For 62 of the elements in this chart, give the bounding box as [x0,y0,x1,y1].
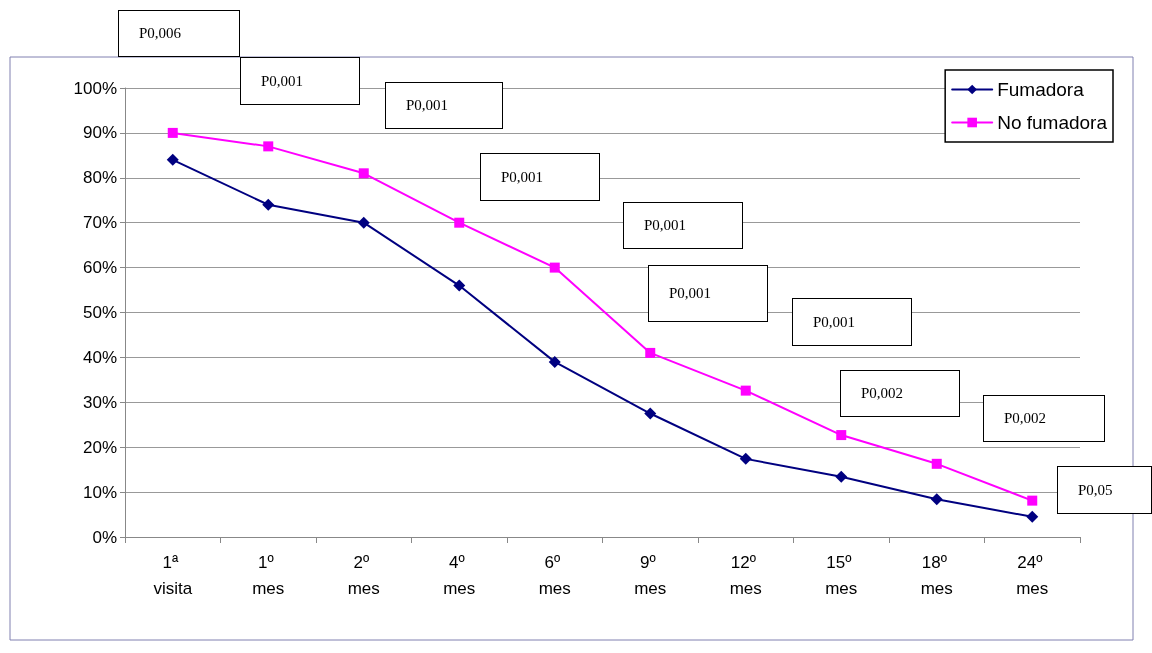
point [1027,495,1038,506]
p-value-box: P0,001 [240,57,360,105]
y-tick-label: 70% [82,213,117,233]
x-tick-label: 2º mes [347,552,380,598]
point [358,168,369,179]
point [357,216,370,229]
point [263,141,274,152]
point [836,430,847,441]
point [167,127,178,138]
p-value-box: P0,002 [840,370,960,417]
point [739,452,752,465]
p-value-box: P0,001 [648,265,768,322]
point [645,347,656,358]
annotation: P0,001 [501,168,544,186]
y-tick-label: 10% [82,482,117,502]
point [549,262,560,273]
y-tick-label: 90% [82,123,117,143]
annotation: P0,001 [669,285,712,302]
x-tick-label: 4º mes [443,552,476,598]
x-tick-label: 9º mes [634,552,667,598]
annotation: P0,001 [406,97,449,114]
annotation: P0,001 [813,313,856,331]
point [931,458,942,469]
y-tick-label: 50% [82,303,117,322]
p-value-box: P0,001 [480,153,600,201]
legend-label: No fumadora [997,112,1108,133]
point [548,355,561,368]
annotation: P0,001 [261,72,304,90]
x-tick-label: 6º mes [538,552,571,598]
p-value-box: P0,05 [1057,466,1152,514]
point [835,470,848,483]
y-tick-label: 20% [82,437,117,457]
x-tick-label: 24º mes [1016,552,1049,598]
x-tick-label: 15º mes [825,552,858,598]
y-tick-label: 100% [73,78,117,98]
p-value-box: P0,001 [623,202,743,249]
y-tick-label: 0% [92,527,117,547]
point [740,385,751,396]
y-tick-label: 30% [82,392,117,412]
point [644,407,657,420]
p-value-box: P0,001 [792,298,912,346]
p-value-box: P0,006 [118,10,240,57]
legend-label: Fumadora [997,79,1085,100]
point [1026,510,1039,523]
point [930,493,943,506]
annotation: P0,001 [644,217,687,234]
p-value-box: P0,001 [385,82,503,129]
x-tick-label: 1º mes [252,552,285,598]
point [166,153,179,166]
y-tick-label: 80% [82,168,117,188]
y-tick-label: 40% [82,347,117,367]
p-value-box: P0,002 [983,395,1105,442]
annotation: P0,002 [861,385,904,402]
x-tick-label: 12º mes [729,552,762,598]
annotation: P0,05 [1078,481,1113,499]
point [262,198,275,211]
x-tick-label: 1ª visita [153,552,193,598]
point [454,217,465,228]
x-tick-label: 18º mes [920,552,953,598]
y-tick-label: 60% [82,258,117,278]
point [453,279,466,292]
annotation: P0,002 [1004,410,1047,427]
